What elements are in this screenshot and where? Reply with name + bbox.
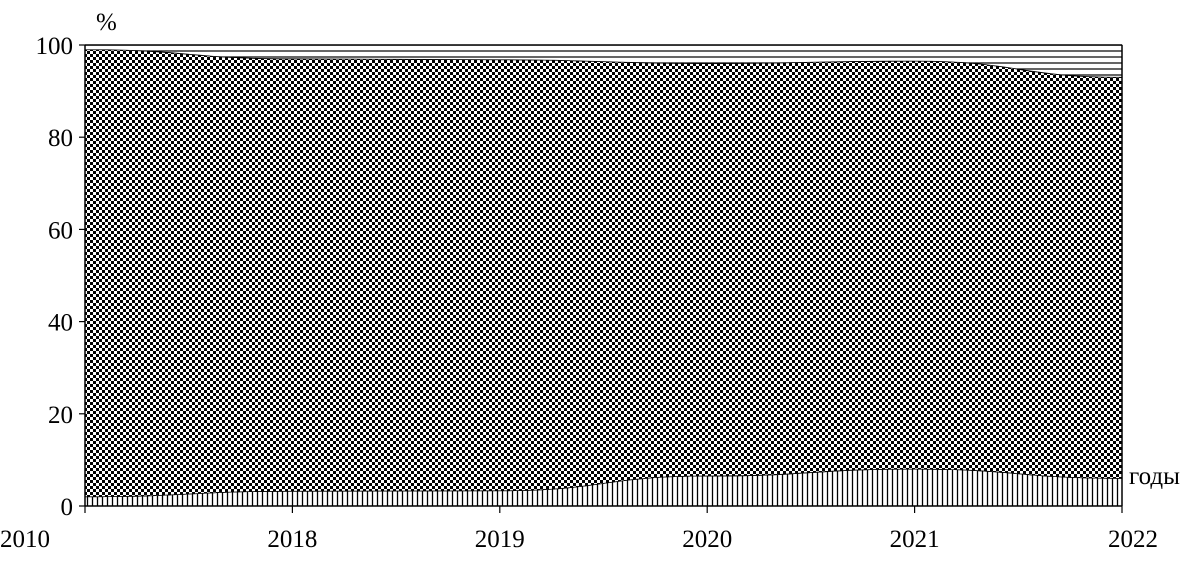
x-tick-label-2021: 2021 [890, 526, 940, 553]
areas-layer [84, 44, 1123, 507]
y-tick-label-60: 60 [48, 217, 73, 244]
y-axis-unit-label: % [96, 9, 117, 36]
x-tick-label-2010: 2010 [0, 526, 50, 553]
y-tick-label-40: 40 [48, 310, 73, 337]
axes-layer: 0 20 40 60 80 100 2010 2018 2019 2020 2021 2022 [0, 33, 1158, 553]
x-tick-label-2019: 2019 [475, 526, 525, 553]
x-tick-label-2022: 2022 [1108, 526, 1158, 553]
y-tick-label-0: 0 [61, 494, 74, 521]
x-tick-label-2018: 2018 [267, 526, 317, 553]
x-axis-unit-label: годы [1129, 463, 1180, 490]
y-tick-label-80: 80 [48, 125, 73, 152]
x-tick-label-2020: 2020 [682, 526, 732, 553]
y-tick-label-100: 100 [36, 33, 74, 60]
labels-layer: % годы [96, 9, 1180, 490]
area-series-checkerboard [84, 49, 1123, 498]
y-tick-label-20: 20 [48, 402, 73, 429]
